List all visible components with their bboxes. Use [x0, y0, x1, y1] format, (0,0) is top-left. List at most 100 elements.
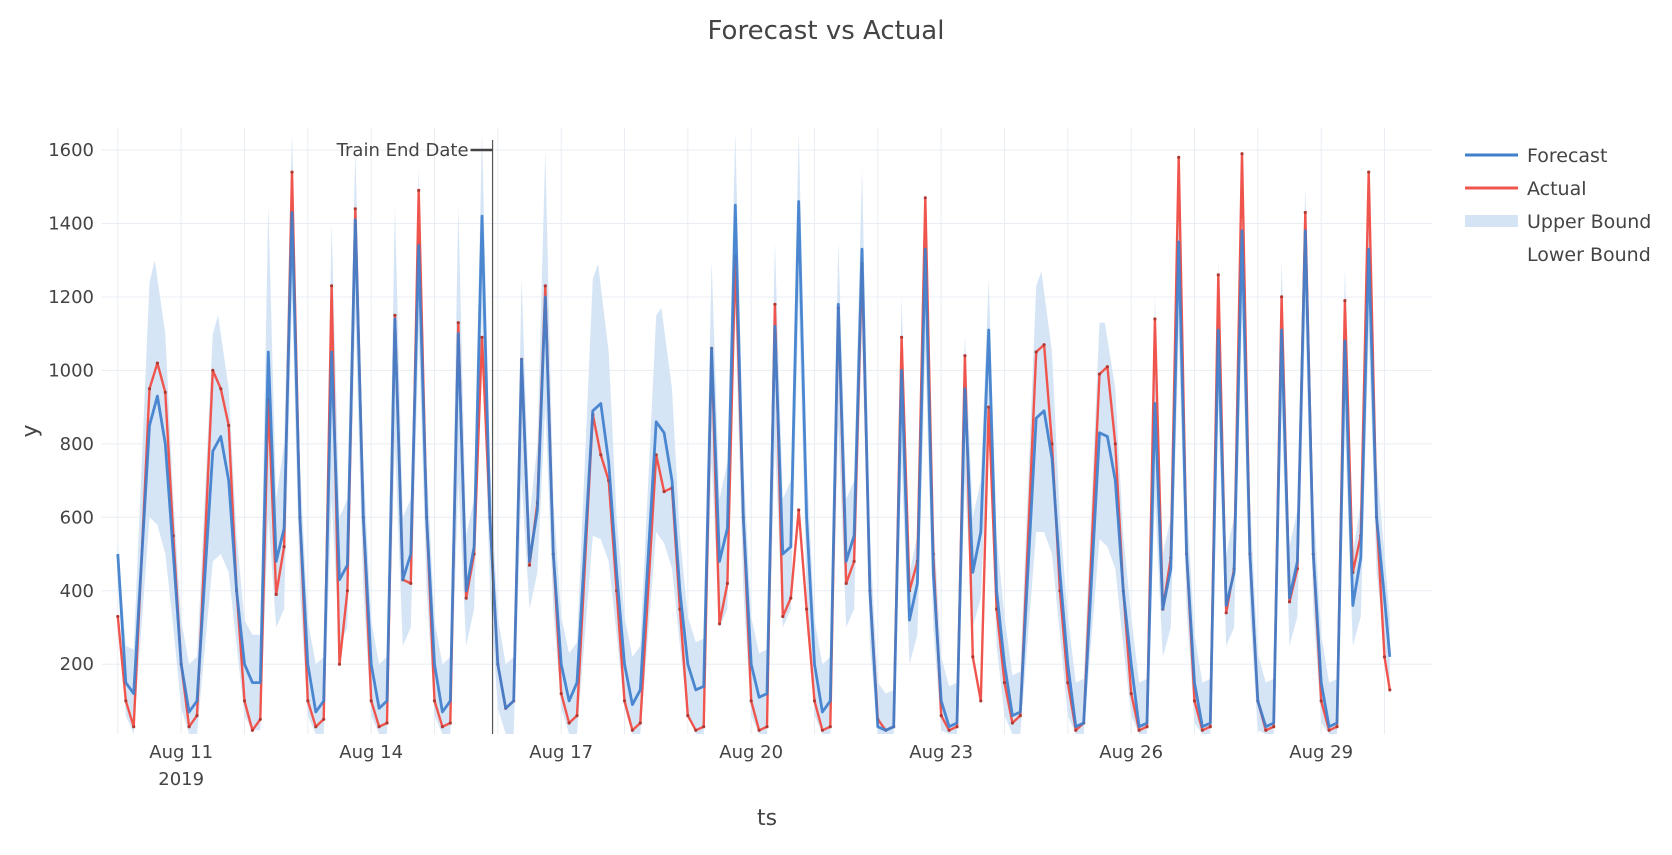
actual-point — [527, 563, 532, 567]
actual-point — [662, 490, 666, 494]
actual-point — [1382, 655, 1387, 659]
actual-point — [638, 721, 642, 725]
actual-point — [290, 170, 294, 174]
x-tick-label: Aug 20 — [719, 742, 783, 763]
actual-point — [797, 508, 801, 512]
actual-point — [543, 284, 547, 288]
actual-point — [132, 725, 136, 729]
actual-point — [345, 589, 349, 593]
actual-point — [1208, 725, 1212, 729]
actual-point — [630, 728, 635, 732]
actual-point — [1074, 728, 1078, 732]
actual-point — [828, 725, 832, 729]
actual-point — [306, 699, 310, 703]
actual-point — [369, 699, 373, 703]
y-tick-label: 600 — [60, 507, 94, 528]
actual-point — [417, 188, 421, 192]
actual-point — [923, 196, 927, 200]
actual-point — [464, 596, 468, 600]
actual-point — [1343, 299, 1347, 303]
actual-point — [1200, 728, 1204, 732]
series-forecast-line[interactable] — [116, 200, 1392, 732]
legend-item-actual[interactable]: Actual — [1465, 178, 1587, 200]
actual-point — [1113, 442, 1117, 446]
actual-point — [330, 284, 334, 288]
actual-point — [1264, 728, 1268, 732]
actual-point — [900, 335, 904, 339]
actual-point — [1002, 681, 1007, 685]
actual-point — [947, 728, 951, 732]
legend[interactable]: Forecast Actual Upper Bound Lower Bound — [1465, 145, 1651, 266]
actual-point — [1367, 170, 1371, 174]
legend-swatch — [1465, 215, 1518, 227]
series-bounds-band — [117, 131, 1390, 734]
actual-point — [575, 714, 579, 718]
legend-label: Upper Bound — [1527, 211, 1651, 233]
actual-point — [971, 655, 975, 659]
y-tick-label: 1000 — [48, 360, 94, 381]
actual-point — [432, 699, 437, 703]
actual-point — [765, 725, 769, 729]
actual-point — [1153, 317, 1157, 321]
train-end-label: Train End Date — [336, 140, 469, 161]
actual-point — [353, 207, 357, 211]
actual-point — [559, 692, 563, 696]
y-tick-label: 400 — [60, 581, 94, 602]
actual-point — [385, 721, 389, 725]
actual-point — [1240, 152, 1244, 156]
actual-point — [749, 699, 753, 703]
y-tick-label: 200 — [60, 654, 94, 675]
actual-point — [599, 453, 603, 457]
actual-point — [195, 714, 199, 718]
x-tick-label: Aug 26 — [1099, 742, 1163, 763]
actual-point — [1137, 728, 1141, 732]
x-tick-label: Aug 11 — [149, 742, 213, 763]
legend-item-upper-bound[interactable]: Upper Bound — [1465, 211, 1651, 233]
plot-area[interactable] — [116, 131, 1392, 734]
actual-point — [1042, 343, 1046, 347]
axis-layer: 200 400 600 800 1000 1200 1400 1600 Aug 11 2019 Au… — [48, 140, 1353, 790]
actual-point — [963, 354, 967, 358]
legend-label: Forecast — [1527, 145, 1607, 167]
actual-point — [1018, 714, 1022, 718]
actual-point — [844, 581, 848, 586]
actual-point — [1010, 721, 1015, 725]
actual-point — [1224, 611, 1228, 615]
actual-point — [1145, 725, 1149, 729]
actual-point — [124, 699, 128, 703]
actual-point — [1192, 699, 1197, 703]
actual-point — [456, 321, 460, 325]
actual-point — [250, 728, 254, 732]
legend-label: Actual — [1527, 178, 1587, 200]
legend-item-lower-bound[interactable]: Lower Bound — [1527, 244, 1651, 266]
actual-point — [686, 714, 690, 718]
actual-point — [314, 725, 318, 729]
legend-item-forecast[interactable]: Forecast — [1465, 145, 1607, 167]
actual-point — [773, 302, 777, 306]
y-tick-label: 1600 — [48, 140, 94, 161]
x-tick-label: Aug 17 — [529, 742, 593, 763]
y-tick-label: 1400 — [48, 213, 94, 234]
actual-point — [725, 581, 730, 586]
actual-point — [852, 559, 856, 564]
actual-point — [717, 622, 722, 626]
actual-point — [1066, 681, 1070, 685]
actual-point — [337, 662, 342, 666]
actual-point — [1388, 688, 1392, 692]
actual-point — [1280, 295, 1284, 299]
actual-point — [1105, 365, 1109, 369]
actual-point — [805, 607, 809, 611]
actual-point — [694, 728, 698, 732]
actual-point — [448, 721, 452, 725]
actual-point — [757, 728, 761, 732]
actual-point — [322, 717, 326, 721]
actual-point — [1129, 692, 1133, 696]
actual-point — [274, 592, 278, 597]
actual-point — [163, 390, 167, 394]
x-tick-label: Aug 14 — [339, 742, 403, 763]
actual-point — [409, 581, 413, 586]
actual-point — [258, 717, 262, 721]
actual-point — [440, 725, 444, 729]
actual-point — [155, 361, 159, 365]
